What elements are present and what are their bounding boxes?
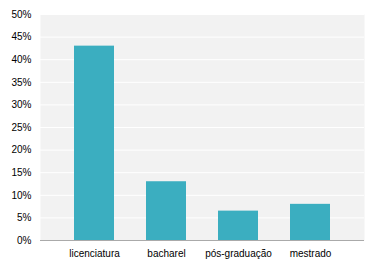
svg-text:45%: 45% [11,31,31,42]
svg-text:5%: 5% [17,212,32,223]
svg-text:15%: 15% [11,167,31,178]
svg-text:40%: 40% [11,54,31,65]
svg-text:50%: 50% [11,9,31,20]
svg-text:30%: 30% [11,99,31,110]
svg-text:bacharel: bacharel [147,248,185,259]
svg-text:mestrado: mestrado [290,248,332,259]
svg-text:35%: 35% [11,77,31,88]
svg-text:pós-graduação: pós-graduação [205,248,272,259]
svg-text:25%: 25% [11,122,31,133]
svg-text:20%: 20% [11,144,31,155]
svg-text:licenciatura: licenciatura [69,248,120,259]
svg-text:10%: 10% [11,190,31,201]
svg-text:0%: 0% [17,235,32,246]
